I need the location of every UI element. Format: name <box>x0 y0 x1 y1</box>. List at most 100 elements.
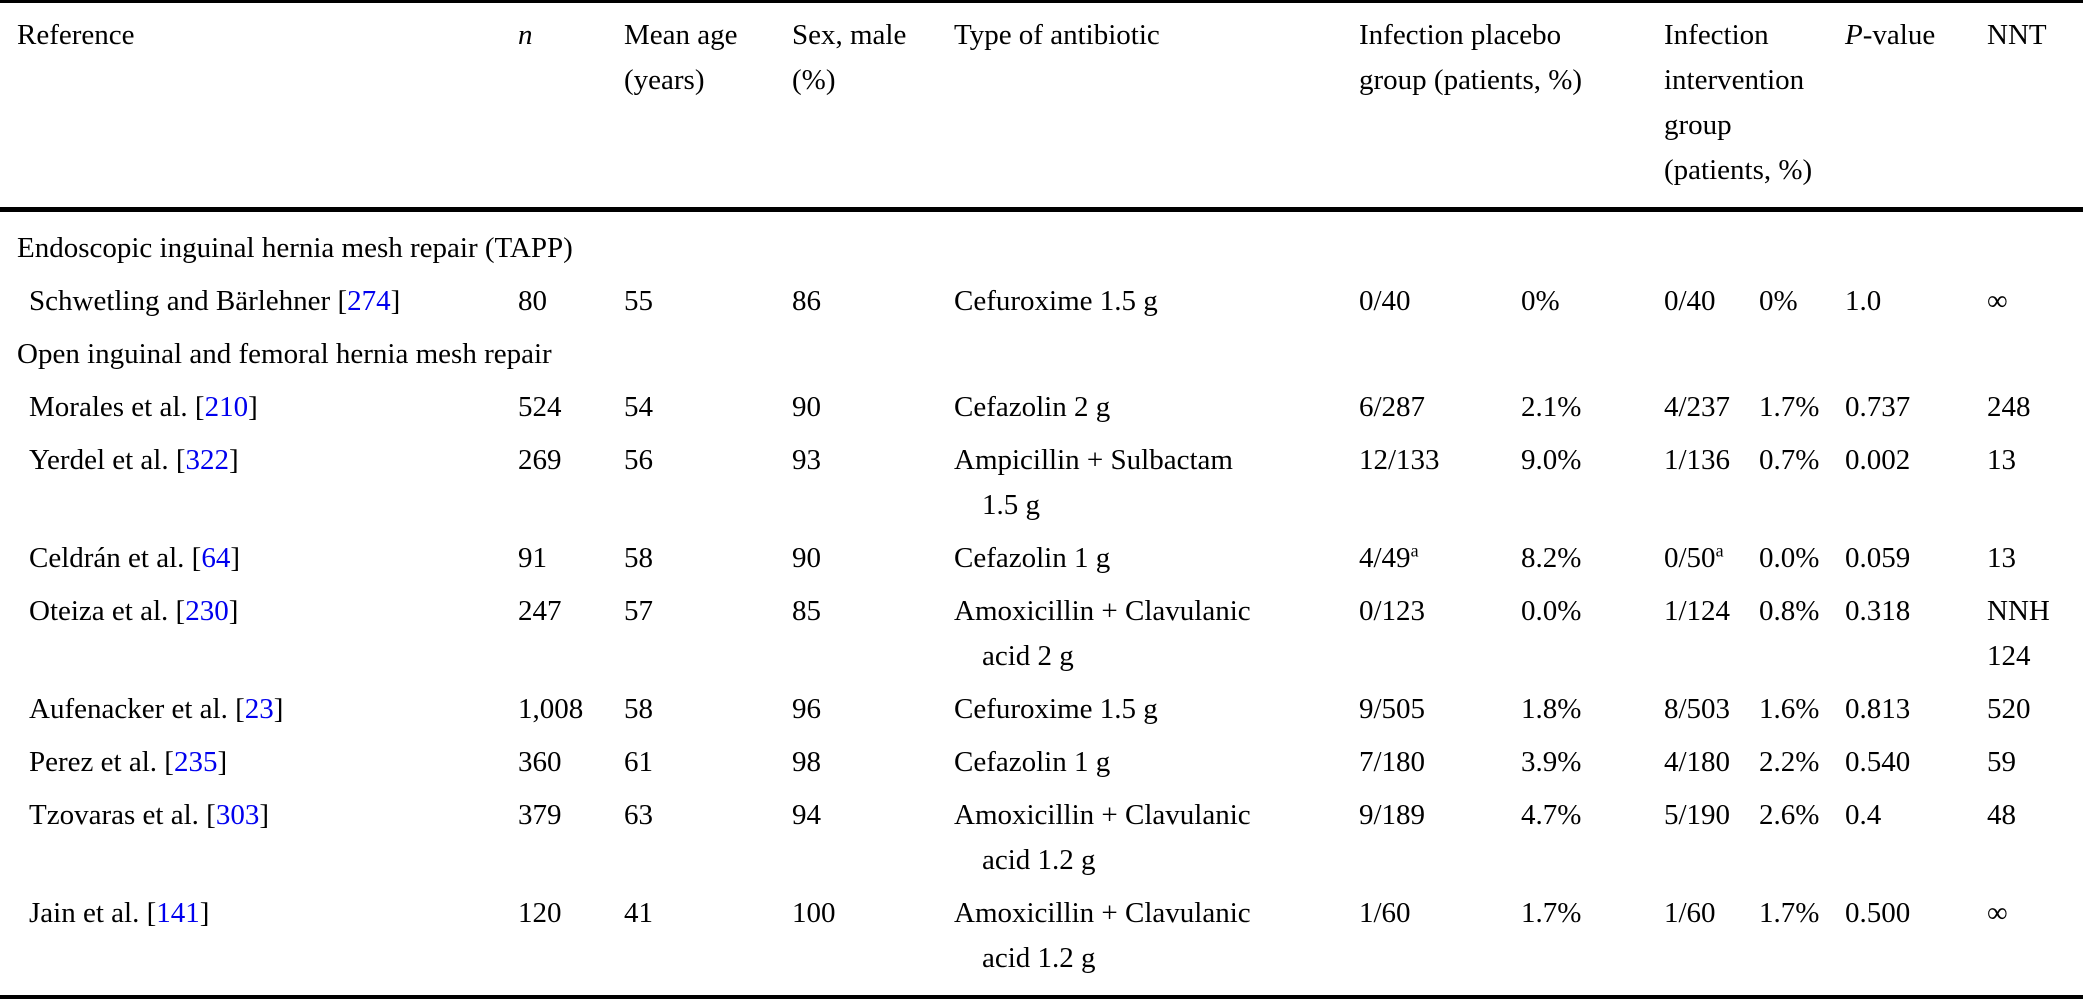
n-cell: 379 <box>518 799 562 831</box>
n-cell: 1,008 <box>518 693 584 725</box>
bracket-close: ] <box>217 746 228 778</box>
citation-link[interactable]: 322 <box>185 444 230 476</box>
reference-cell: Schwetling and Bärlehner [274] <box>0 275 518 328</box>
table-row: Celdrán et al. [64] 91 58 90 Cefazolin 1… <box>0 532 2083 585</box>
citation-link[interactable]: 230 <box>185 595 229 627</box>
nnt-cell: NNH 124 <box>1987 595 2050 672</box>
pvalue-cell: 0.318 <box>1845 595 1911 627</box>
bracket-open: [ <box>198 799 216 831</box>
placebo-fraction-cell: 1/60 <box>1359 887 1521 997</box>
bracket-open: [ <box>184 542 202 574</box>
intervention-fraction: 5/190 <box>1664 799 1731 831</box>
placebo-percent-cell: 8.2% <box>1521 542 1582 574</box>
bracket-close: ] <box>248 391 258 423</box>
antibiotic-cell: Amoxicillin + Clavulanic acid 2 g <box>954 595 1251 672</box>
study-name: Jain et al. <box>29 897 140 929</box>
pvalue-cell: 0.737 <box>1845 391 1911 423</box>
citation-link[interactable]: 64 <box>201 542 231 574</box>
placebo-fraction-cell: 0/123 <box>1359 585 1521 683</box>
reference-cell: Jain et al. [141] <box>0 887 518 997</box>
sex-cell: 90 <box>792 542 821 574</box>
antibiotic-cell: Cefazolin 2 g <box>954 391 1111 423</box>
reference-cell: Celdrán et al. [64] <box>0 532 518 585</box>
intervention-fraction: 4/237 <box>1664 391 1731 423</box>
antibiotic-cell: Cefazolin 1 g <box>954 542 1111 574</box>
intervention-percent-cell: 0.8% <box>1759 595 1820 627</box>
intervention-fraction-cell: 1/136 <box>1664 434 1759 532</box>
study-name: Schwetling and Bärlehner <box>29 285 331 317</box>
n-cell: 269 <box>518 444 562 476</box>
bracket-close: ] <box>230 542 241 574</box>
intervention-fraction-cell: 4/180 <box>1664 736 1759 789</box>
nnt-cell: 520 <box>1987 693 2031 725</box>
bracket-close: ] <box>273 693 284 725</box>
placebo-fraction-cell: 4/49a <box>1359 532 1521 585</box>
intervention-percent-cell: 1.6% <box>1759 693 1820 725</box>
antibiotic-cell: Ampicillin + Sulbactam 1.5 g <box>954 444 1233 521</box>
placebo-fraction-cell: 9/505 <box>1359 683 1521 736</box>
sex-cell: 90 <box>792 391 821 423</box>
citation-link[interactable]: 235 <box>173 746 218 778</box>
citation-link[interactable]: 23 <box>244 693 274 725</box>
col-header-pvalue: P-value <box>1845 1 1988 212</box>
study-name: Yerdel et al. <box>29 444 169 476</box>
placebo-percent-cell: 0.0% <box>1521 595 1582 627</box>
study-name: Celdrán et al. <box>29 542 185 574</box>
intervention-fraction: 4/180 <box>1664 746 1731 778</box>
placebo-fraction-cell: 0/40 <box>1359 275 1521 328</box>
pvalue-cell: 0.500 <box>1845 897 1911 929</box>
citation-link[interactable]: 303 <box>215 799 260 831</box>
table-row: Aufenacker et al. [23] 1,008 58 96 Cefur… <box>0 683 2083 736</box>
study-name: Perez et al. <box>29 746 158 778</box>
placebo-fraction-cell: 9/189 <box>1359 789 1521 887</box>
bracket-open: [ <box>187 391 205 423</box>
header-row: Reference n Mean age (years) Sex, male (… <box>0 1 2083 212</box>
bracket-close: ] <box>228 595 239 627</box>
pvalue-cell: 0.4 <box>1845 799 1882 831</box>
intervention-percent-cell: 0.7% <box>1759 444 1820 476</box>
intervention-fraction-cell: 0/40 <box>1664 275 1759 328</box>
reference-cell: Morales et al. [210] <box>0 381 518 434</box>
citation-link[interactable]: 141 <box>156 897 200 929</box>
p-italic: P <box>1845 19 1863 51</box>
col-header-intervention: Infection intervention group (patients, … <box>1664 1 1846 212</box>
col-header-nnt: NNT <box>1987 1 2083 212</box>
intervention-fraction-cell: 1/124 <box>1664 585 1759 683</box>
intervention-fraction-cell: 1/60 <box>1664 887 1759 997</box>
table-row: Tzovaras et al. [303] 379 63 94 Amoxicil… <box>0 789 2083 887</box>
placebo-percent-cell: 1.7% <box>1521 897 1582 929</box>
placebo-percent-cell: 9.0% <box>1521 444 1582 476</box>
nnt-cell: 13 <box>1987 542 2017 574</box>
reference-cell: Aufenacker et al. [23] <box>0 683 518 736</box>
nnt-cell: 13 <box>1987 444 2017 476</box>
col-header-reference: Reference <box>0 1 518 212</box>
table-row: Perez et al. [235] 360 61 98 Cefazolin 1… <box>0 736 2083 789</box>
intervention-fraction: 1/60 <box>1664 897 1716 929</box>
nnt-cell: ∞ <box>1987 897 2008 929</box>
table-row: Schwetling and Bärlehner [274] 80 55 86 … <box>0 275 2083 328</box>
nnt-cell: ∞ <box>1987 285 2008 317</box>
col-header-sex-male: Sex, male (%) <box>792 1 954 212</box>
section-label: Open inguinal and femoral hernia mesh re… <box>17 338 552 370</box>
table-row: Oteiza et al. [230] 247 57 85 Amoxicilli… <box>0 585 2083 683</box>
reference-cell: Tzovaras et al. [303] <box>0 789 518 887</box>
intervention-fraction-cell: 8/503 <box>1664 683 1759 736</box>
citation-link[interactable]: 274 <box>347 285 391 317</box>
bracket-open: [ <box>139 897 157 929</box>
pvalue-cell: 1.0 <box>1845 285 1882 317</box>
age-cell: 63 <box>624 799 653 831</box>
age-cell: 55 <box>624 285 653 317</box>
citation-link[interactable]: 210 <box>204 391 249 423</box>
intervention-percent-cell: 2.6% <box>1759 799 1820 831</box>
age-cell: 54 <box>624 391 653 423</box>
placebo-fraction: 0/40 <box>1359 285 1411 317</box>
age-cell: 41 <box>624 897 653 929</box>
footnote-marker: a <box>1410 540 1419 561</box>
bracket-open: [ <box>157 746 174 778</box>
sex-cell: 100 <box>792 897 836 929</box>
bracket-open: [ <box>168 595 186 627</box>
bracket-close: ] <box>259 799 269 831</box>
bracket-open: [ <box>227 693 245 725</box>
study-name: Morales et al. <box>29 391 188 423</box>
